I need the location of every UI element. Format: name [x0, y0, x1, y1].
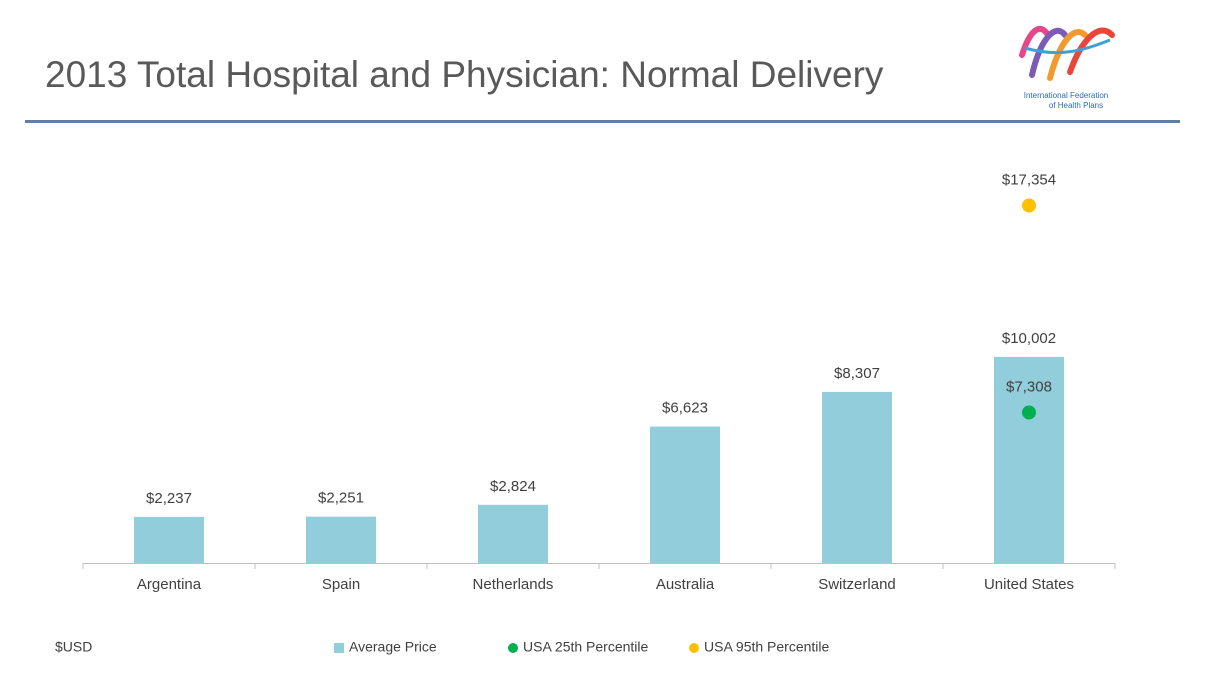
value-label: $17,354	[1002, 171, 1056, 188]
x-tick-label: Switzerland	[818, 576, 896, 593]
value-label: $2,251	[318, 490, 364, 507]
x-tick-label: United States	[984, 576, 1074, 593]
legend-swatch	[508, 643, 518, 653]
marker	[1022, 198, 1036, 213]
x-tick-label: Netherlands	[473, 576, 554, 593]
logo-text: of Health Plans	[1049, 101, 1103, 110]
legend-swatch	[689, 643, 699, 653]
bar	[650, 426, 720, 563]
bar	[994, 356, 1064, 563]
x-tick-label: Australia	[656, 576, 715, 593]
x-tick-label: Spain	[322, 576, 360, 593]
legend-swatch	[334, 643, 344, 653]
logo: International Federation of Health Plans	[1019, 26, 1115, 110]
legend-label: USA 25th Percentile	[523, 639, 649, 655]
value-label: $2,237	[146, 490, 192, 507]
bar	[478, 504, 548, 563]
value-label: $8,307	[834, 365, 880, 382]
chart-title: 2013 Total Hospital and Physician: Norma…	[45, 54, 884, 95]
x-tick-label: Argentina	[137, 576, 202, 593]
value-label: $2,824	[490, 478, 536, 495]
bar	[306, 516, 376, 563]
value-label: $7,308	[1006, 378, 1052, 395]
bar	[134, 516, 204, 563]
logo-text: International Federation	[1024, 91, 1109, 100]
value-label: $10,002	[1002, 330, 1056, 347]
marker	[1022, 405, 1036, 420]
value-label: $6,623	[662, 400, 708, 417]
bar	[822, 391, 892, 563]
legend-label: Average Price	[349, 639, 437, 655]
unit-label: $USD	[55, 639, 92, 655]
legend-label: USA 95th Percentile	[704, 639, 830, 655]
